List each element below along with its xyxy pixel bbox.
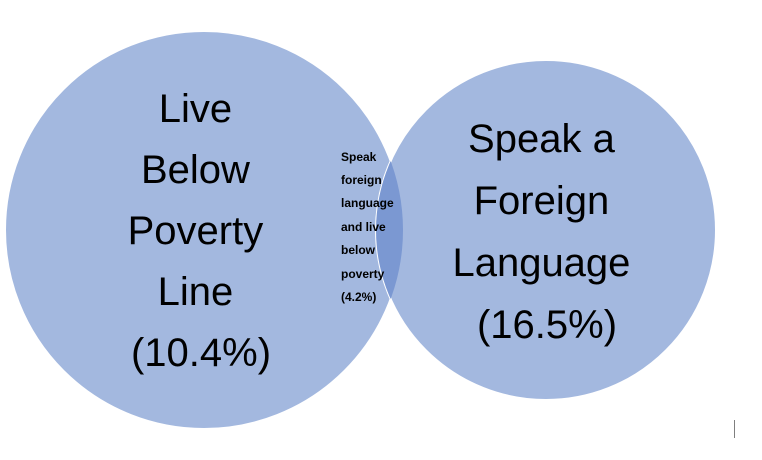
overlap-label: Speak foreign language and live below po…: [341, 150, 397, 304]
left-circle-label: Live Below Poverty Line (10.4%): [128, 87, 275, 375]
edge-divider: [734, 420, 735, 438]
right-circle-foreign-language: [375, 59, 717, 401]
right-circle-label: Speak a Foreign Language (16.5%): [452, 117, 641, 347]
